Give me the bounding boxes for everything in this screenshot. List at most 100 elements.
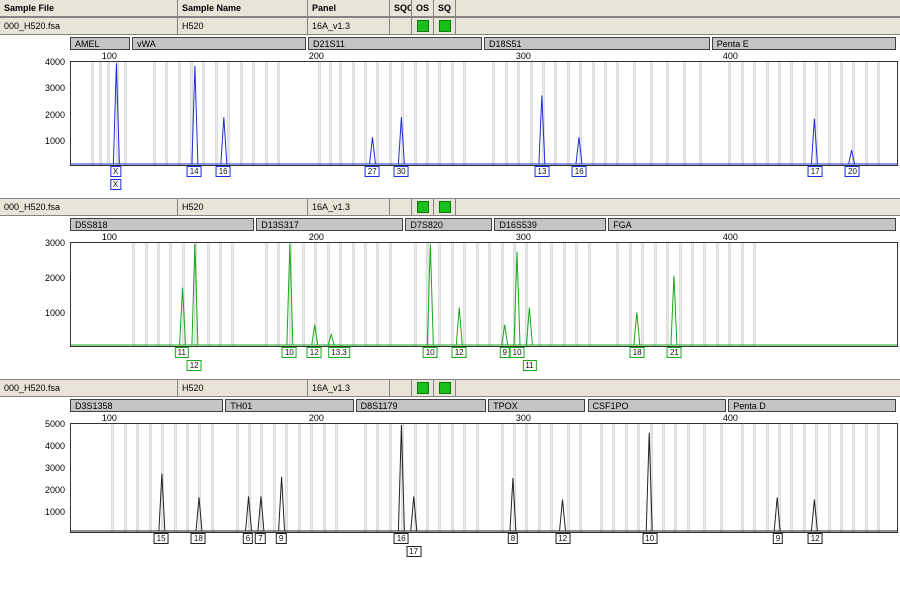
y-tick: 1000 [45,308,65,318]
allele-label[interactable]: 17 [406,546,421,557]
marker-label[interactable]: D21S11 [308,37,482,50]
marker-label[interactable]: TH01 [225,399,353,412]
x-tick: 300 [516,232,531,242]
panel-info-row: 000_H520.fsaH52016A_v1.3 [0,198,900,216]
os-indicator [412,199,434,215]
allele-label[interactable]: 11 [522,360,536,371]
allele-label[interactable]: 12 [808,533,823,544]
marker-label[interactable]: CSF1PO [588,399,727,412]
plot-area[interactable]: 10002000300040005000 [70,423,898,533]
allele-label[interactable]: 7 [255,533,265,544]
allele-label[interactable]: 9 [773,533,783,544]
allele-label[interactable]: 8 [508,533,518,544]
marker-bar: D3S1358TH01D8S1179TPOXCSF1POPenta D [70,399,900,413]
status-square-icon [417,201,429,213]
chart: 100020003000400050001518679161781210912 [2,423,898,559]
allele-label[interactable]: 20 [845,166,860,177]
x-axis: 100200300400 [68,413,900,423]
plot-area[interactable]: 1000200030004000 [70,61,898,166]
allele-label[interactable]: 13 [535,166,550,177]
allele-label[interactable]: 14 [187,166,202,177]
y-tick: 2000 [45,273,65,283]
allele-label[interactable]: X [110,179,121,190]
allele-label[interactable]: 10 [282,347,297,358]
sq-indicator [434,199,456,215]
sq-indicator [434,18,456,34]
os-indicator [412,380,434,396]
info-cell: 16A_v1.3 [308,199,390,215]
marker-label[interactable]: D16S539 [494,218,606,231]
marker-label[interactable]: AMEL [70,37,130,50]
sqo-cell [390,199,412,215]
allele-label[interactable]: 15 [154,533,169,544]
allele-label[interactable]: 18 [630,347,645,358]
allele-label[interactable]: 10 [510,347,525,358]
col-spacer [456,0,900,16]
allele-label[interactable]: X [110,166,121,177]
x-tick: 100 [102,232,117,242]
allele-label[interactable]: 16 [394,533,409,544]
allele-label[interactable]: 30 [394,166,409,177]
y-tick: 2000 [45,110,65,120]
y-tick: 3000 [45,238,65,248]
marker-label[interactable]: D13S317 [256,218,403,231]
info-spacer [456,18,900,34]
y-tick: 5000 [45,419,65,429]
plot-area[interactable]: 100020003000 [70,242,898,347]
sqo-cell [390,380,412,396]
y-tick: 3000 [45,463,65,473]
allele-label[interactable]: 6 [243,533,253,544]
allele-label[interactable]: 12 [452,347,467,358]
allele-label[interactable]: 9 [276,533,286,544]
chart: 1000200030004000XX1416273013161720 [2,61,898,192]
allele-label[interactable]: 9 [499,347,509,358]
y-tick: 1000 [45,136,65,146]
panel-info-row: 000_H520.fsaH52016A_v1.3 [0,379,900,397]
x-axis: 100200300400 [68,232,900,242]
allele-label[interactable]: 10 [642,533,657,544]
marker-label[interactable]: Penta D [728,399,896,412]
allele-label[interactable]: 12 [187,360,202,371]
status-square-icon [439,382,451,394]
col-os: OS [412,0,434,16]
info-spacer [456,380,900,396]
allele-label[interactable]: 27 [365,166,380,177]
y-tick: 3000 [45,83,65,93]
allele-label[interactable]: 16 [572,166,587,177]
marker-label[interactable]: D18S51 [484,37,710,50]
allele-label[interactable]: 21 [667,347,682,358]
os-indicator [412,18,434,34]
marker-label[interactable]: FGA [608,218,896,231]
trace [71,424,897,532]
allele-row: 1112101213.31012910111821 [70,347,898,373]
marker-label[interactable]: D5S818 [70,218,254,231]
y-tick: 2000 [45,485,65,495]
col-panel: Panel [308,0,390,16]
marker-label[interactable]: D8S1179 [356,399,486,412]
marker-label[interactable]: D3S1358 [70,399,223,412]
col-sample-file: Sample File [0,0,178,16]
marker-bar: D5S818D13S317D7S820D16S539FGA [70,218,900,232]
col-sample-name: Sample Name [178,0,308,16]
y-tick: 1000 [45,507,65,517]
allele-label[interactable]: 11 [175,347,189,358]
allele-label[interactable]: 18 [191,533,206,544]
x-tick: 100 [102,51,117,61]
marker-label[interactable]: vWA [132,37,306,50]
x-tick: 300 [516,51,531,61]
marker-label[interactable]: TPOX [488,399,585,412]
allele-label[interactable]: 13.3 [328,347,350,358]
allele-label[interactable]: 17 [808,166,823,177]
sqo-cell [390,18,412,34]
marker-label[interactable]: D7S820 [405,218,492,231]
x-tick: 400 [723,51,738,61]
status-square-icon [417,382,429,394]
info-cell: H520 [178,199,308,215]
info-cell: 16A_v1.3 [308,18,390,34]
allele-label[interactable]: 10 [423,347,438,358]
y-axis: 1000200030004000 [23,62,67,165]
allele-label[interactable]: 12 [555,533,570,544]
marker-label[interactable]: Penta E [712,37,896,50]
allele-label[interactable]: 12 [307,347,322,358]
allele-label[interactable]: 16 [216,166,231,177]
